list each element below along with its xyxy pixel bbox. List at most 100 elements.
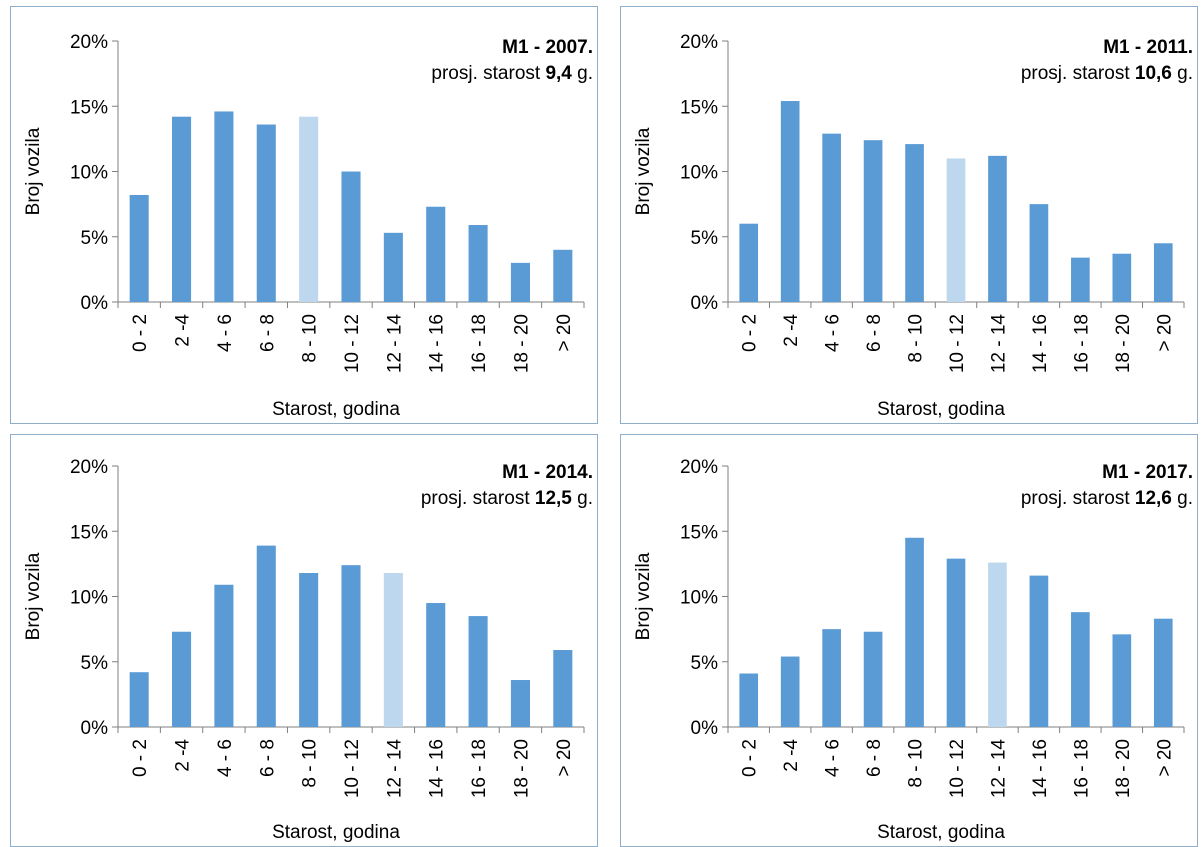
chart-subtitle: prosj. starost 12,6 g. bbox=[1021, 486, 1193, 512]
x-tick-label: 14 - 16 bbox=[1030, 314, 1051, 373]
subtitle-prefix: prosj. starost bbox=[1020, 63, 1135, 84]
x-tick-label: 4 - 6 bbox=[215, 739, 236, 777]
y-tick-label: 15% bbox=[70, 97, 108, 118]
bar bbox=[1112, 634, 1132, 727]
x-tick-label: 8 - 10 bbox=[300, 739, 321, 788]
chart-subtitle: prosj. starost 10,6 g. bbox=[1021, 61, 1193, 87]
bar bbox=[553, 650, 573, 727]
x-tick-label: 12 - 14 bbox=[384, 314, 405, 374]
y-tick-label: 20% bbox=[680, 32, 718, 53]
bar bbox=[1153, 243, 1173, 302]
subtitle-value: 12,5 bbox=[534, 488, 572, 509]
x-tick-label: 8 - 10 bbox=[906, 739, 927, 788]
x-tick-label: 6 - 8 bbox=[257, 739, 278, 777]
x-tick-label: 18 - 20 bbox=[1113, 314, 1134, 373]
x-tick-label: 6 - 8 bbox=[864, 314, 885, 352]
bar-chart-svg: 0% 5% 10% 15% 20% 0 - 2 2 -4 4 - 6 6 - 8 8 - 10 10… bbox=[633, 457, 1185, 843]
subtitle-suffix: g. bbox=[1171, 63, 1193, 84]
y-tick-label: 20% bbox=[680, 457, 718, 478]
bar bbox=[946, 558, 966, 727]
y-tick-label: 5% bbox=[691, 228, 719, 249]
bar bbox=[299, 573, 319, 727]
y-tick-label: 20% bbox=[70, 457, 108, 478]
bar bbox=[129, 194, 149, 302]
y-tick-label: 5% bbox=[81, 653, 109, 674]
x-tick-label: 18 - 20 bbox=[1113, 739, 1134, 798]
x-tick-label: 2 -4 bbox=[781, 314, 802, 347]
y-axis-title: Broj vozila bbox=[633, 552, 654, 640]
bar bbox=[468, 616, 488, 727]
y-tick-label: 15% bbox=[680, 522, 718, 543]
x-tick-label: 2 -4 bbox=[781, 739, 802, 772]
x-tick-label: 0 - 2 bbox=[740, 314, 761, 352]
chart-title-block: M1 - 2007. prosj. starost 9,4 g. bbox=[431, 35, 593, 87]
subtitle-value: 12,6 bbox=[1134, 488, 1172, 509]
x-tick-label: 6 - 8 bbox=[864, 739, 885, 777]
bar bbox=[780, 101, 800, 302]
bar bbox=[426, 603, 446, 727]
x-tick-label: > 20 bbox=[554, 314, 575, 352]
y-tick-label: 20% bbox=[70, 32, 108, 53]
bar bbox=[214, 111, 234, 302]
x-tick-label: 2 -4 bbox=[173, 739, 194, 772]
x-tick-label: 10 - 12 bbox=[947, 739, 968, 798]
x-tick-label: 14 - 16 bbox=[1030, 739, 1051, 798]
chart-title: M1 - 2011. bbox=[1103, 37, 1193, 58]
y-axis-title: Broj vozila bbox=[23, 127, 44, 215]
bar bbox=[1071, 257, 1090, 302]
bar bbox=[780, 656, 800, 727]
bar bbox=[739, 223, 759, 302]
subtitle-prefix: prosj. starost bbox=[431, 63, 546, 84]
chart-title: M1 - 2014. bbox=[502, 462, 593, 483]
y-tick-label: 10% bbox=[70, 588, 108, 609]
y-axis-title: Broj vozila bbox=[23, 552, 44, 640]
bar bbox=[468, 225, 488, 302]
chart-subtitle: prosj. starost 9,4 g. bbox=[431, 61, 593, 87]
x-tick-label: 10 - 12 bbox=[342, 314, 363, 373]
bar bbox=[510, 680, 530, 727]
y-tick-label: 0% bbox=[691, 718, 719, 739]
subtitle-value: 10,6 bbox=[1134, 63, 1172, 84]
subtitle-suffix: g. bbox=[571, 63, 593, 84]
bar bbox=[341, 171, 361, 302]
subtitle-value: 9,4 bbox=[545, 63, 572, 84]
bar bbox=[1153, 618, 1173, 727]
x-tick-label: 10 - 12 bbox=[947, 314, 968, 373]
bar bbox=[1112, 253, 1132, 302]
y-axis-title: Broj vozila bbox=[633, 127, 654, 215]
bar bbox=[988, 155, 1007, 302]
bar bbox=[383, 573, 403, 727]
y-tick-label: 0% bbox=[691, 293, 719, 314]
bar bbox=[256, 545, 276, 727]
x-tick-label: 12 - 14 bbox=[988, 739, 1009, 799]
x-tick-label: 8 - 10 bbox=[906, 314, 927, 363]
x-tick-label: 0 - 2 bbox=[130, 314, 151, 352]
subtitle-suffix: g. bbox=[1171, 488, 1193, 509]
chart-title-block: M1 - 2011. prosj. starost 10,6 g. bbox=[1021, 35, 1193, 87]
bar bbox=[256, 124, 276, 303]
bar bbox=[299, 116, 319, 302]
subtitle-prefix: prosj. starost bbox=[420, 488, 535, 509]
bar bbox=[1029, 204, 1049, 302]
bar bbox=[214, 584, 234, 727]
bar bbox=[341, 565, 361, 727]
x-tick-label: 6 - 8 bbox=[257, 314, 278, 352]
x-tick-label: 12 - 14 bbox=[384, 739, 405, 799]
x-tick-label: 14 - 16 bbox=[427, 739, 448, 798]
chart-title-block: M1 - 2017. prosj. starost 12,6 g. bbox=[1021, 460, 1193, 512]
x-tick-label: 4 - 6 bbox=[823, 314, 844, 352]
chart-title-block: M1 - 2014. prosj. starost 12,5 g. bbox=[421, 460, 593, 512]
subtitle-prefix: prosj. starost bbox=[1020, 488, 1135, 509]
x-tick-label: 18 - 20 bbox=[511, 739, 532, 798]
bar bbox=[863, 140, 883, 302]
x-axis-title: Starost, godina bbox=[272, 399, 400, 420]
x-tick-label: > 20 bbox=[1154, 739, 1175, 777]
x-tick-label: 18 - 20 bbox=[511, 314, 532, 373]
bar bbox=[510, 262, 530, 302]
bar-chart-svg: 0% 5% 10% 15% 20% 0 - 2 2 -4 4 - 6 6 - 8 8 - 10 10… bbox=[633, 32, 1185, 420]
chart-subtitle: prosj. starost 12,5 g. bbox=[421, 486, 593, 512]
bar bbox=[863, 631, 883, 727]
x-axis-title: Starost, godina bbox=[877, 822, 1005, 843]
y-tick-label: 10% bbox=[680, 163, 718, 184]
chart-title: M1 - 2007. bbox=[502, 37, 593, 58]
